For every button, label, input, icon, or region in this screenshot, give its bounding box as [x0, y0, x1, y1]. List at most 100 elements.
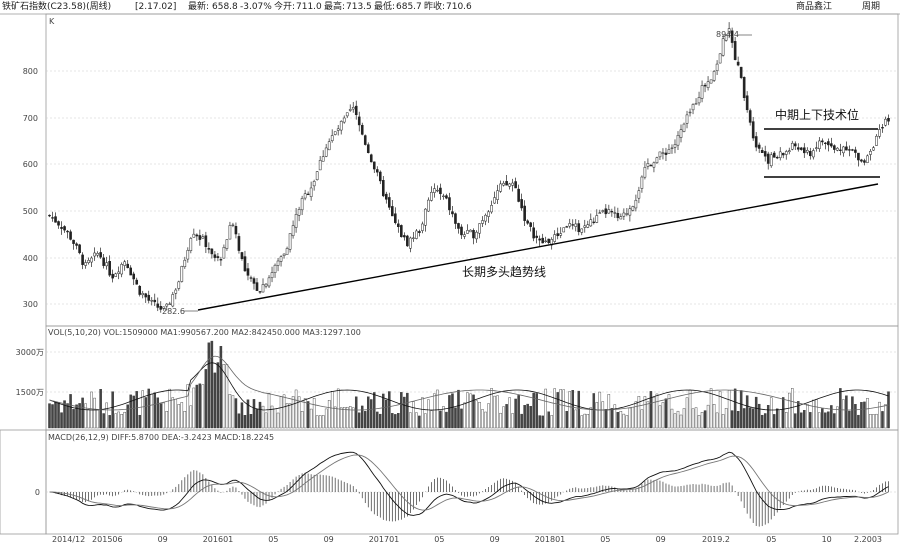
volume-bar — [174, 399, 178, 429]
volume-bar — [640, 409, 644, 429]
candle-body — [619, 216, 623, 220]
volume-bar — [201, 384, 205, 429]
period-button[interactable]: 周期 — [862, 2, 881, 12]
volume-bar — [766, 405, 770, 429]
volume-bar — [367, 396, 370, 429]
volume-bar — [565, 411, 568, 429]
candle-body — [448, 197, 451, 211]
macd-legend: MACD(26,12,9) DIFF:5.8700 DEA:-3.2423 MA… — [48, 433, 274, 442]
candle-body — [81, 254, 84, 265]
volume-bar — [354, 396, 358, 429]
volume-bar — [327, 400, 331, 429]
candle-body — [375, 169, 379, 173]
candle-body — [394, 213, 397, 224]
volume-bar — [264, 412, 268, 429]
candle-body — [388, 197, 391, 208]
volume-bar — [382, 393, 385, 429]
candle-body — [571, 224, 575, 226]
candle-body — [433, 188, 436, 193]
volume-bar — [240, 402, 244, 429]
candle-body — [421, 223, 424, 231]
volume-bar — [742, 408, 746, 429]
candle-body — [327, 141, 331, 151]
candle-body — [51, 217, 54, 219]
volume-bar — [469, 393, 472, 429]
x-axis-tick-label: 09 — [656, 535, 666, 544]
volume-ma-lines — [49, 355, 889, 411]
candle-body — [360, 124, 364, 135]
candle-body — [520, 199, 523, 209]
candle-body — [297, 209, 301, 216]
volume-bar — [394, 414, 397, 429]
volume-bar — [168, 388, 172, 429]
candle-body — [634, 199, 638, 209]
candle-body — [171, 294, 175, 307]
volume-bar — [312, 398, 316, 429]
candle-body — [706, 81, 710, 88]
volume-bar — [839, 388, 842, 429]
volume-bar — [580, 415, 584, 429]
volume-bar — [243, 415, 247, 429]
volume-bar — [824, 412, 827, 429]
volume-bar — [303, 398, 307, 429]
volume-bar — [228, 394, 232, 429]
candle-body — [878, 129, 881, 137]
volume-bar — [806, 404, 809, 429]
volume-bar — [487, 403, 490, 429]
candle-body — [66, 230, 69, 233]
candle-body — [300, 198, 304, 211]
volume-bar — [676, 410, 680, 429]
volume-bar — [48, 403, 51, 429]
volume-bar — [869, 414, 872, 429]
candle-body — [225, 239, 229, 249]
candle-body — [186, 250, 190, 260]
candle-body — [580, 228, 584, 233]
x-axis-tick-label: 09 — [158, 535, 168, 544]
candle-body — [604, 208, 608, 215]
volume-bar — [851, 396, 854, 429]
market-name[interactable]: 商品鑫江 — [796, 2, 833, 12]
volume-bar — [694, 407, 698, 429]
volume-bar — [658, 405, 662, 429]
candle-body — [270, 272, 274, 279]
candle-body — [333, 131, 337, 135]
volume-bar — [333, 406, 337, 429]
volume-bar — [781, 397, 785, 429]
volume-bar — [637, 396, 641, 429]
candle-body — [372, 161, 376, 170]
candle-body — [96, 253, 99, 256]
volume-bar — [679, 414, 683, 429]
candle-body — [201, 236, 205, 239]
candle-body — [475, 231, 478, 240]
candle-body — [824, 142, 827, 145]
volume-bar — [255, 408, 259, 429]
candle-body — [312, 181, 316, 187]
candle-body — [802, 147, 806, 154]
candle-body — [282, 253, 286, 256]
candle-body — [652, 162, 656, 168]
candle-body — [321, 156, 325, 162]
volume-bar — [63, 400, 66, 429]
candle-body — [547, 238, 550, 244]
x-axis-tick-label: 10 — [822, 535, 832, 544]
volume-bar — [475, 400, 478, 429]
volume-bar — [189, 405, 193, 429]
candle-body — [457, 223, 460, 229]
candle-body — [742, 77, 746, 99]
candle-body — [291, 225, 295, 237]
volume-bar — [842, 399, 845, 429]
candle-body — [198, 235, 202, 240]
candle-body — [796, 147, 800, 150]
candle-body — [508, 183, 511, 187]
change-pct: -3.07% — [240, 2, 272, 12]
candle-body — [255, 282, 259, 291]
volume-bar — [827, 411, 830, 429]
candle-body — [562, 227, 566, 233]
volume-bar — [162, 402, 166, 429]
volume-bar — [237, 413, 241, 429]
volume-bar — [730, 410, 734, 429]
candle-body — [369, 154, 373, 163]
volume-bar — [231, 395, 235, 429]
candle-body — [502, 182, 505, 186]
